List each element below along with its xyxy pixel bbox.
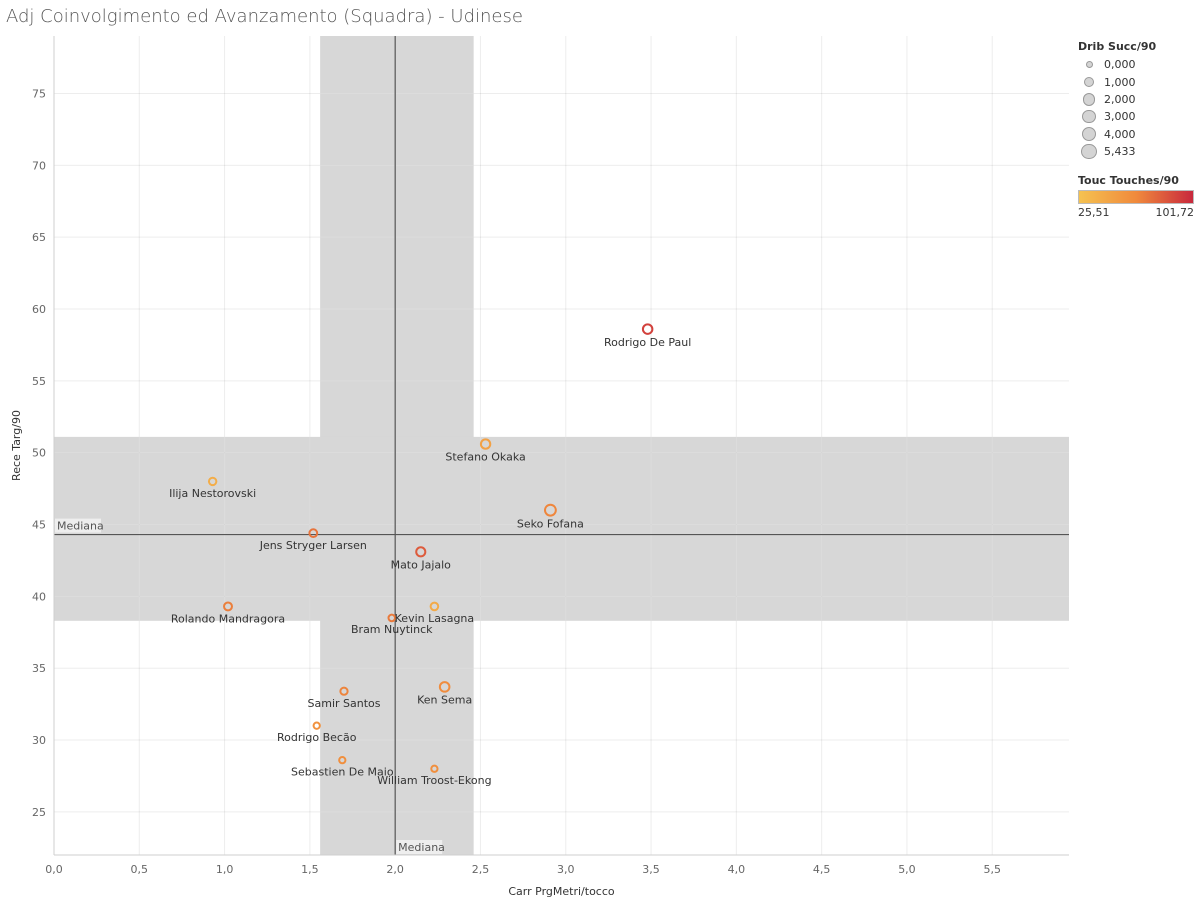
size-legend-circle	[1083, 76, 1095, 88]
y-median-label: Mediana	[57, 520, 104, 533]
size-legend-swatch	[1078, 93, 1100, 106]
x-tick-label: 5,0	[898, 863, 916, 876]
point-label: Rodrigo De Paul	[604, 336, 691, 349]
y-tick-label: 75	[32, 87, 46, 100]
size-legend-label: 3,000	[1104, 110, 1136, 124]
color-legend-min: 25,51	[1078, 206, 1110, 220]
y-tick-label: 35	[32, 662, 46, 675]
color-legend-title: Touc Touches/90	[1078, 174, 1179, 188]
y-tick-label: 30	[32, 734, 46, 747]
point-label: Samir Santos	[308, 697, 381, 710]
data-point	[430, 764, 439, 773]
x-tick-label: 3,5	[642, 863, 660, 876]
size-legend-circle	[1081, 143, 1097, 160]
data-point	[207, 476, 218, 487]
x-tick-label: 1,0	[216, 863, 234, 876]
x-tick-label: 1,5	[301, 863, 319, 876]
data-point	[543, 503, 557, 517]
y-tick-label: 65	[32, 231, 46, 244]
size-legend-swatch	[1078, 61, 1100, 69]
point-label: Jens Stryger Larsen	[259, 539, 367, 552]
size-legend-label: 4,000	[1104, 127, 1136, 141]
data-point	[338, 756, 347, 765]
size-legend-item: 5,433	[1078, 143, 1200, 160]
size-legend-items: 0,000 1,000 2,000 3,000 4,000 5,433	[1078, 56, 1200, 160]
color-gradient-bar	[1078, 190, 1194, 205]
data-points	[207, 323, 654, 773]
size-legend-item: 1,000	[1078, 73, 1200, 90]
median-lines: Mediana Mediana	[54, 36, 1069, 855]
point-label: Rolando Mandragora	[171, 612, 285, 625]
size-legend-label: 1,000	[1104, 75, 1136, 89]
data-point	[223, 601, 233, 612]
scatter-chart: Mediana Mediana 0,0 0,5 1,0 1,5 2,0 2,5 3,0 3,5 4…	[10, 36, 1069, 898]
y-axis-title: Rece Targ/90	[10, 410, 23, 481]
point-label: William Troost-Ekong	[377, 774, 491, 787]
x-tick-label: 4,5	[813, 863, 831, 876]
x-tick-label: 0,0	[45, 863, 63, 876]
data-point	[308, 528, 319, 539]
point-label: Ken Sema	[417, 694, 472, 707]
size-legend-item: 0,000	[1078, 56, 1200, 73]
x-tick-label: 4,0	[728, 863, 746, 876]
data-point	[438, 681, 451, 693]
median-bands	[54, 36, 1069, 855]
size-legend-item: 4,000	[1078, 126, 1200, 143]
size-legend-circle	[1081, 127, 1097, 142]
y-tick-label: 40	[32, 590, 46, 603]
y-tick-label: 45	[32, 519, 46, 532]
data-point	[387, 613, 397, 623]
y-tick-label: 25	[32, 806, 46, 819]
point-label: Bram Nuytinck	[351, 623, 433, 636]
point-label: Kevin Lasagna	[395, 612, 475, 625]
size-legend-label: 5,433	[1104, 145, 1136, 159]
point-label: Rodrigo Becão	[277, 731, 357, 744]
data-point	[429, 601, 440, 612]
size-legend-swatch	[1078, 110, 1100, 124]
x-tick-label: 2,5	[472, 863, 490, 876]
size-legend-label: 0,000	[1104, 58, 1136, 72]
x-tick-label: 5,5	[983, 863, 1001, 876]
point-labels: Rodrigo De Paul Stefano Okaka Ilija Nestor…	[169, 336, 691, 787]
horizontal-median-band	[54, 436, 1069, 621]
legend: Drib Succ/90 0,000 1,000 2,000 3,000 4,000 5,…	[1078, 40, 1200, 219]
x-tick-label: 0,5	[131, 863, 149, 876]
point-label: Ilija Nestorovski	[169, 487, 256, 500]
data-point	[415, 546, 427, 558]
point-label: Mato Jajalo	[391, 558, 452, 571]
size-legend-item: 2,000	[1078, 91, 1200, 108]
size-legend-swatch	[1078, 76, 1100, 88]
size-legend-label: 2,000	[1104, 92, 1136, 106]
color-legend: Touc Touches/90 25,51 101,72	[1078, 174, 1200, 219]
y-tick-label: 60	[32, 303, 46, 316]
y-tick-label: 50	[32, 447, 46, 460]
axes: 0,0 0,5 1,0 1,5 2,0 2,5 3,0 3,5 4,0 4,5 5,0 5,5 25 30…	[10, 36, 1069, 898]
y-median-label-bg	[55, 518, 101, 533]
x-median-label: Mediana	[398, 841, 445, 854]
data-point	[641, 323, 654, 335]
data-point	[312, 721, 321, 730]
size-legend-title: Drib Succ/90	[1078, 40, 1157, 53]
size-legend-swatch	[1078, 143, 1100, 160]
data-point	[339, 686, 349, 696]
y-tick-label: 70	[32, 159, 46, 172]
size-legend-circle	[1085, 61, 1093, 69]
x-tick-label: 3,0	[557, 863, 575, 876]
size-legend-swatch	[1078, 127, 1100, 142]
x-median-label-bg	[396, 840, 443, 854]
size-legend-circle	[1082, 110, 1096, 124]
chart-title: Adj Coinvolgimento ed Avanzamento (Squad…	[6, 6, 523, 27]
data-point	[479, 438, 492, 450]
x-tick-label: 2,0	[386, 863, 404, 876]
x-axis-title: Carr PrgMetri/tocco	[508, 885, 615, 898]
point-label: Stefano Okaka	[445, 451, 525, 464]
size-legend-item: 3,000	[1078, 108, 1200, 125]
point-label: Seko Fofana	[517, 518, 584, 531]
y-tick-label: 55	[32, 375, 46, 388]
color-legend-max: 101,72	[1155, 206, 1195, 220]
size-legend-circle	[1082, 93, 1096, 106]
point-label: Sebastien De Maio	[291, 765, 394, 778]
